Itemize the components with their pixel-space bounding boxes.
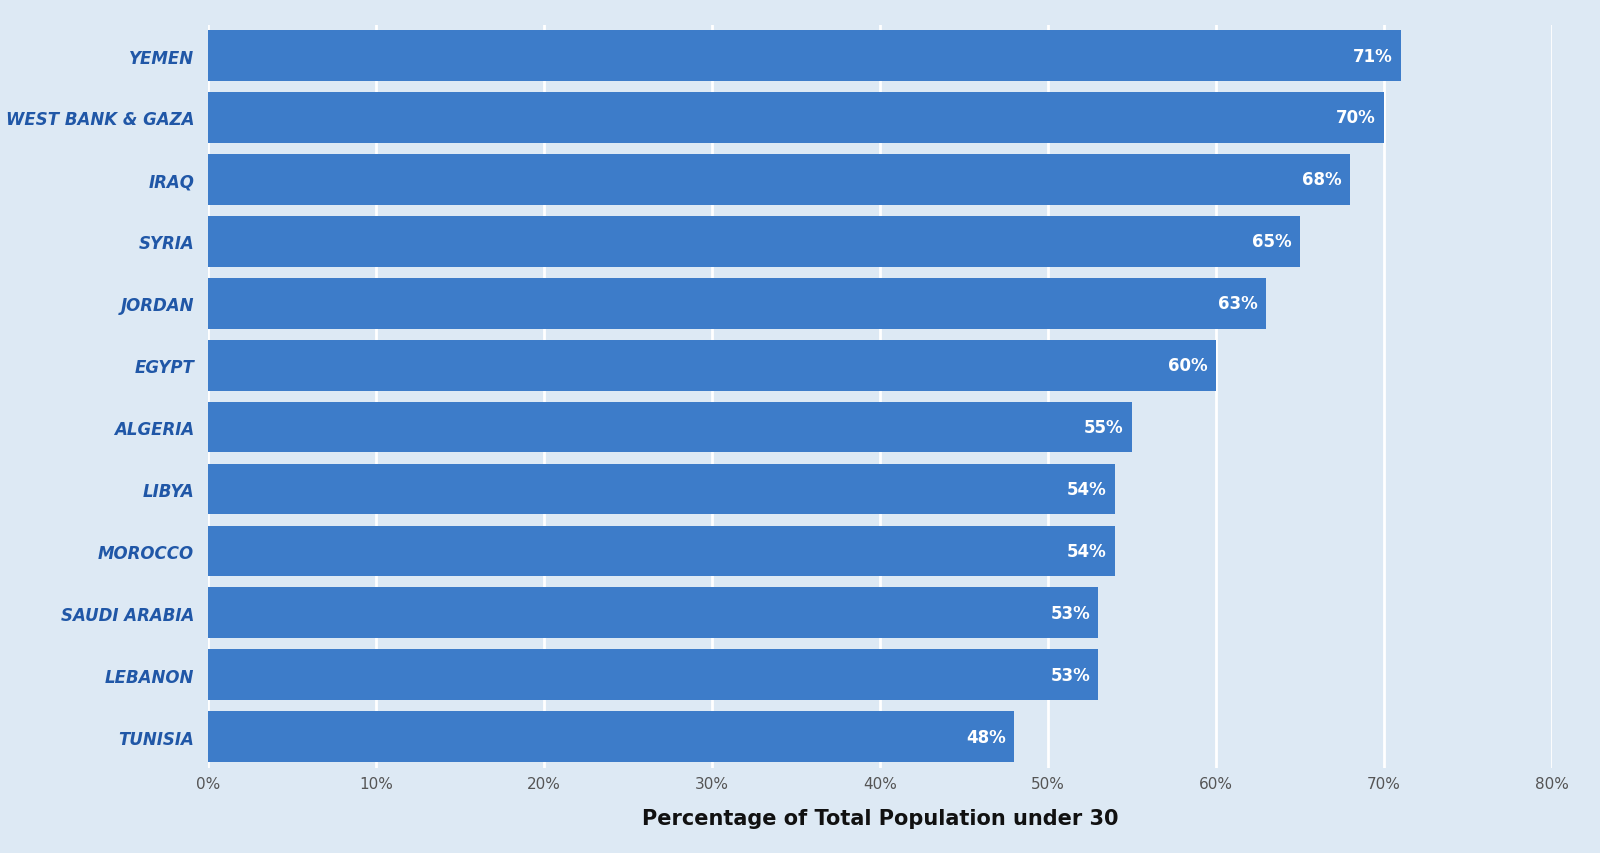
Bar [208,711,1014,762]
Text: 55%: 55% [1083,419,1123,437]
Bar [208,588,1099,638]
Bar [208,217,1299,267]
Text: 63%: 63% [1218,295,1258,313]
Bar [208,340,1216,391]
Bar [208,32,1402,82]
Text: 48%: 48% [966,728,1006,746]
Text: 53%: 53% [1050,666,1090,684]
Text: 60%: 60% [1168,357,1208,374]
Text: 53%: 53% [1050,604,1090,622]
Bar [208,93,1384,143]
Bar [208,526,1115,577]
Text: 71%: 71% [1352,48,1392,66]
Bar [208,650,1099,700]
Text: 65%: 65% [1251,233,1291,251]
Text: 68%: 68% [1302,171,1342,189]
Bar [208,279,1267,329]
Bar [208,464,1115,514]
Bar [208,403,1133,453]
X-axis label: Percentage of Total Population under 30: Percentage of Total Population under 30 [642,808,1118,827]
Text: 54%: 54% [1067,480,1107,498]
Text: 70%: 70% [1336,109,1376,127]
Bar [208,155,1350,206]
Text: 54%: 54% [1067,543,1107,560]
